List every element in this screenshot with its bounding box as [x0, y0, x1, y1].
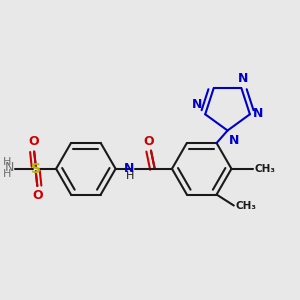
Text: N: N: [252, 107, 263, 120]
Text: N: N: [4, 161, 14, 174]
Text: CH₃: CH₃: [235, 200, 256, 211]
Text: CH₃: CH₃: [255, 164, 276, 174]
Text: H: H: [125, 171, 134, 181]
Text: N: N: [192, 98, 203, 111]
Text: H: H: [3, 169, 12, 179]
Text: N: N: [123, 162, 134, 175]
Text: N: N: [229, 134, 239, 147]
Text: N: N: [237, 72, 248, 85]
Text: O: O: [32, 189, 43, 202]
Text: S: S: [31, 162, 41, 176]
Text: O: O: [143, 135, 154, 148]
Text: H: H: [3, 157, 12, 167]
Text: O: O: [29, 135, 40, 148]
